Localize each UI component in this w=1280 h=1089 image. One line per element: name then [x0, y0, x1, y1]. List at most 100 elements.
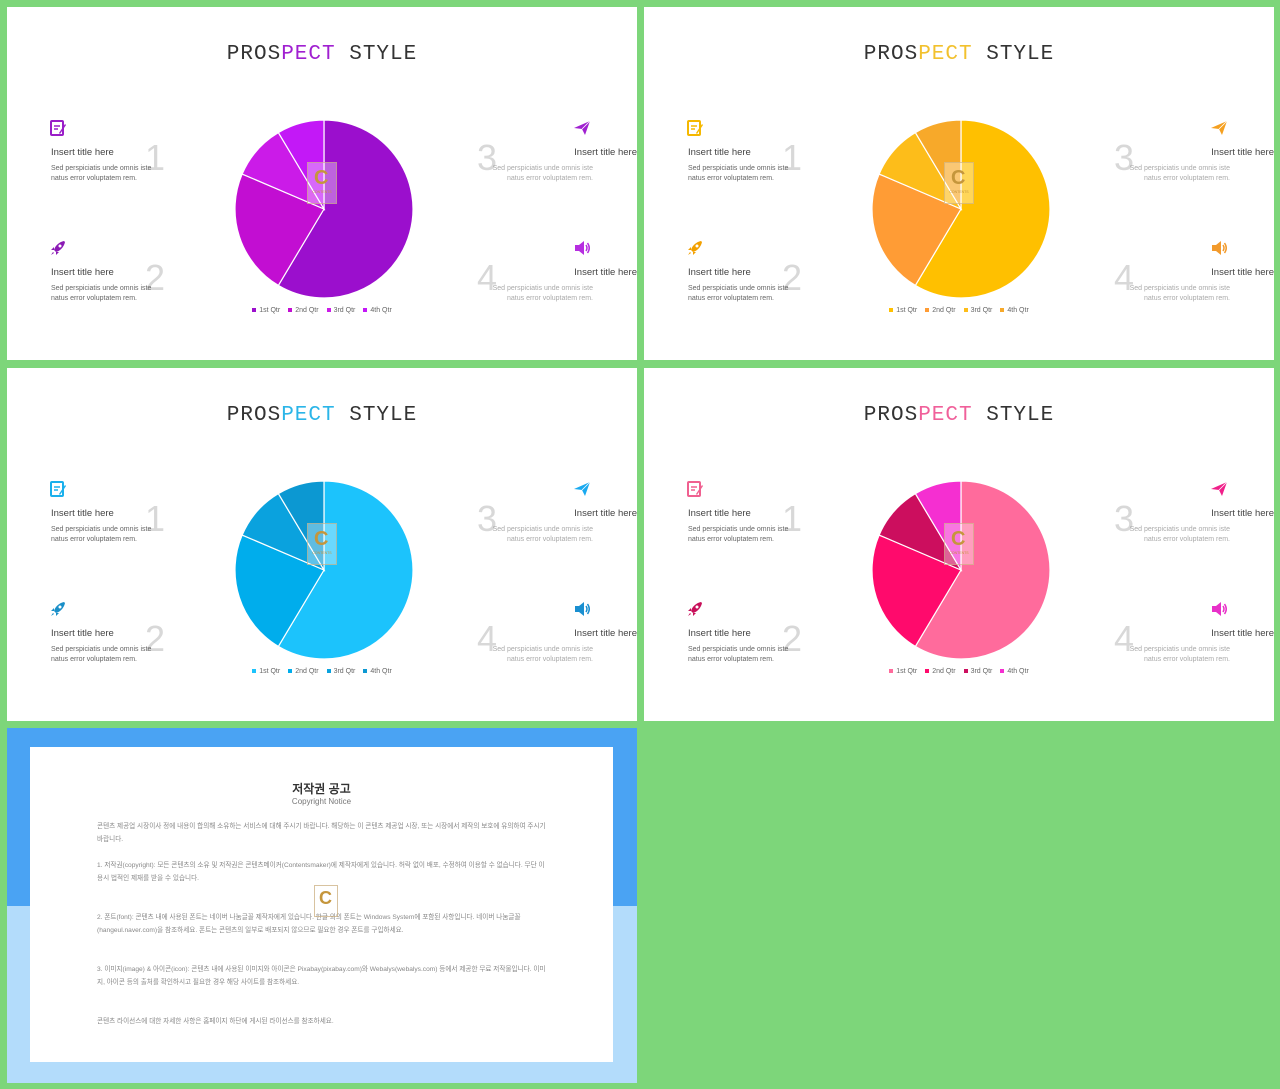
legend-entry: 4th Qtr	[363, 307, 392, 314]
legend-swatch	[925, 669, 930, 674]
item-number: 3	[1114, 498, 1135, 539]
item-number: 1	[782, 498, 803, 539]
notice-paragraph: 3. 이미지(image) & 아이콘(icon): 콘텐츠 내에 사용된 이미…	[97, 966, 546, 986]
note-icon	[686, 480, 704, 498]
item-description: Sed perspiciatis unde omnis iste natus e…	[492, 646, 593, 663]
slide-title: PROSPECT STYLE	[644, 43, 1274, 66]
legend-label: 4th Qtr	[370, 668, 392, 675]
notice-paragraph: 2. 폰트(font): 콘텐츠 내에 사용된 폰트는 네이버 나눔글꼴 제작자…	[97, 914, 521, 934]
legend-label: 3rd Qtr	[970, 307, 993, 314]
legend-entry: 2nd Qtr	[925, 307, 956, 314]
slide-title: PROSPECT STYLE	[7, 43, 637, 66]
notice-paragraph: 콘텐츠 라이선스에 대한 자세한 사항은 홈페이지 하단에 게시된 라이선스를 …	[97, 1018, 334, 1025]
pie-chart	[234, 480, 414, 660]
title-part: PROS	[863, 404, 919, 427]
legend-swatch	[963, 308, 968, 313]
pie-slice-4	[277, 119, 325, 212]
pie-slice-4	[914, 119, 962, 212]
legend-label: 4th Qtr	[1007, 307, 1029, 314]
legend-entry: 3rd Qtr	[326, 307, 355, 314]
item-description: Sed perspiciatis unde omnis iste natus e…	[688, 526, 789, 543]
chart-legend: 1st Qtr 2nd Qtr 3rd Qtr 4th Qtr	[7, 668, 637, 675]
legend-label: 3rd Qtr	[333, 668, 356, 675]
item-title: Insert title here	[51, 267, 114, 278]
item-description: Sed perspiciatis unde omnis iste natus e…	[1129, 165, 1230, 182]
item-number: 1	[145, 137, 166, 178]
item-number: 2	[145, 618, 166, 659]
title-accent: PECT	[918, 43, 973, 66]
legend-swatch	[889, 308, 894, 313]
logo-mark: C CONTENTS	[307, 162, 337, 204]
legend-swatch	[252, 669, 257, 674]
legend-label: 1st Qtr	[259, 307, 281, 314]
title-part: STYLE	[335, 404, 418, 427]
item-number: 4	[477, 618, 498, 659]
legend-swatch	[252, 308, 257, 313]
title-accent: PECT	[281, 43, 336, 66]
title-part: PROS	[226, 43, 282, 66]
pie-slice-4	[914, 480, 962, 573]
item-description: Sed perspiciatis unde omnis iste natus e…	[51, 285, 152, 302]
title-part: STYLE	[972, 43, 1055, 66]
legend-label: 3rd Qtr	[970, 668, 993, 675]
item-number: 1	[145, 498, 166, 539]
item-title: Insert title here	[51, 147, 114, 158]
legend-entry: 1st Qtr	[252, 668, 280, 675]
legend-swatch	[963, 669, 968, 674]
legend-swatch	[326, 308, 331, 313]
paper-plane-icon	[573, 119, 591, 137]
item-number: 2	[782, 618, 803, 659]
item-description: Sed perspiciatis unde omnis iste natus e…	[492, 285, 593, 302]
item-number: 1	[782, 137, 803, 178]
item-description: Sed perspiciatis unde omnis iste natus e…	[51, 526, 152, 543]
legend-entry: 1st Qtr	[889, 668, 917, 675]
slide-title: PROSPECT STYLE	[7, 404, 637, 427]
item-title: Insert title here	[1211, 628, 1274, 639]
speaker-icon	[573, 239, 591, 257]
item-description: Sed perspiciatis unde omnis iste natus e…	[1129, 646, 1230, 663]
pie-slice-2	[234, 173, 325, 287]
paper-plane-icon	[1210, 119, 1228, 137]
title-part: PROS	[863, 43, 919, 66]
item-title: Insert title here	[688, 508, 751, 519]
item-title: Insert title here	[574, 508, 637, 519]
legend-entry: 4th Qtr	[363, 668, 392, 675]
item-description: Sed perspiciatis unde omnis iste natus e…	[688, 165, 789, 182]
logo-mark: C CONTENTS	[944, 162, 974, 204]
item-title: Insert title here	[574, 628, 637, 639]
title-accent: PECT	[281, 404, 336, 427]
notice-card: 저작권 공고 Copyright Notice 콘텐츠 제공업 시장이사 정에 …	[30, 747, 613, 1062]
item-description: Sed perspiciatis unde omnis iste natus e…	[492, 165, 593, 182]
legend-entry: 1st Qtr	[252, 307, 280, 314]
legend-label: 4th Qtr	[370, 307, 392, 314]
legend-entry: 4th Qtr	[1000, 307, 1029, 314]
legend-label: 2nd Qtr	[932, 307, 956, 314]
item-title: Insert title here	[1211, 147, 1274, 158]
pie-chart	[871, 480, 1051, 660]
pie-slice-1	[277, 119, 414, 299]
legend-swatch	[326, 669, 331, 674]
paper-plane-icon	[1210, 480, 1228, 498]
item-number: 4	[1114, 257, 1135, 298]
item-number: 3	[477, 498, 498, 539]
legend-entry: 4th Qtr	[1000, 668, 1029, 675]
legend-entry: 2nd Qtr	[288, 668, 319, 675]
item-number: 2	[145, 257, 166, 298]
speaker-icon	[1210, 239, 1228, 257]
item-description: Sed perspiciatis unde omnis iste natus e…	[492, 526, 593, 543]
chart-legend: 1st Qtr 2nd Qtr 3rd Qtr 4th Qtr	[644, 307, 1274, 314]
item-title: Insert title here	[51, 508, 114, 519]
item-title: Insert title here	[574, 267, 637, 278]
logo-mark: C CONTENTS	[944, 523, 974, 565]
speaker-icon	[573, 600, 591, 618]
speaker-icon	[1210, 600, 1228, 618]
legend-swatch	[1000, 669, 1005, 674]
item-title: Insert title here	[51, 628, 114, 639]
legend-entry: 1st Qtr	[889, 307, 917, 314]
note-icon	[686, 119, 704, 137]
item-title: Insert title here	[1211, 508, 1274, 519]
item-number: 3	[477, 137, 498, 178]
item-number: 4	[1114, 618, 1135, 659]
rocket-icon	[686, 600, 704, 618]
notice-title: 저작권 공고	[292, 782, 351, 796]
